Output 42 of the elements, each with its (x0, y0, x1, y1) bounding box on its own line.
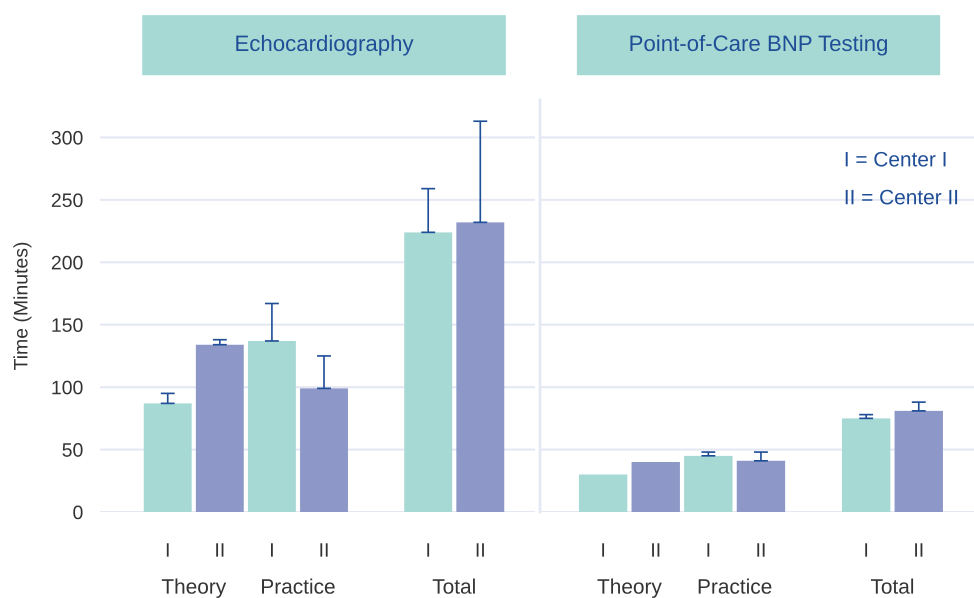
bar (632, 462, 680, 512)
bar (404, 232, 452, 512)
text: Total (432, 578, 475, 594)
x-tick-label: I (427, 543, 430, 557)
bar (894, 410, 943, 512)
x-tick-label: I (707, 543, 710, 557)
x-tick-label: I (602, 543, 604, 557)
bar (736, 460, 786, 512)
y-tick-label: 0 (73, 505, 83, 520)
chart-title: Point-of-Care BNP Testing (630, 34, 887, 56)
text: Theory (597, 578, 662, 598)
x-tick-label: I (865, 543, 868, 557)
x-tick-label: I (271, 543, 273, 557)
x-tick-label: II (320, 543, 328, 557)
x-tick-label: II (915, 543, 922, 557)
y-tick-label: 50 (62, 443, 83, 457)
annotation: I = Center I (846, 152, 946, 167)
y-tick-label: 250 (52, 193, 83, 208)
bar (456, 222, 504, 512)
annotation: II = Center II (846, 190, 958, 204)
bar (842, 418, 890, 512)
y-tick-label: 200 (52, 256, 83, 270)
text: Total (870, 578, 914, 594)
x-tick-label: II (757, 543, 765, 557)
text: Theory (162, 578, 226, 598)
bar (684, 456, 733, 512)
bar (248, 340, 296, 512)
x-tick-label: II (216, 543, 224, 557)
bar (144, 403, 192, 512)
text: Practice (262, 578, 335, 594)
y-axis-title: Time (Minutes) (13, 242, 32, 370)
chart-title: Echocardiography (236, 34, 414, 56)
y-tick-label: 100 (52, 380, 83, 394)
x-tick-label: II (652, 543, 660, 557)
y-tick-label: 300 (52, 130, 83, 145)
x-tick-label: I (166, 543, 169, 557)
y-tick-label: 150 (52, 318, 83, 332)
text: Practice (698, 578, 772, 594)
x-tick-label: II (476, 543, 484, 557)
bar (578, 474, 628, 512)
bar (196, 344, 244, 512)
bar (300, 388, 348, 512)
